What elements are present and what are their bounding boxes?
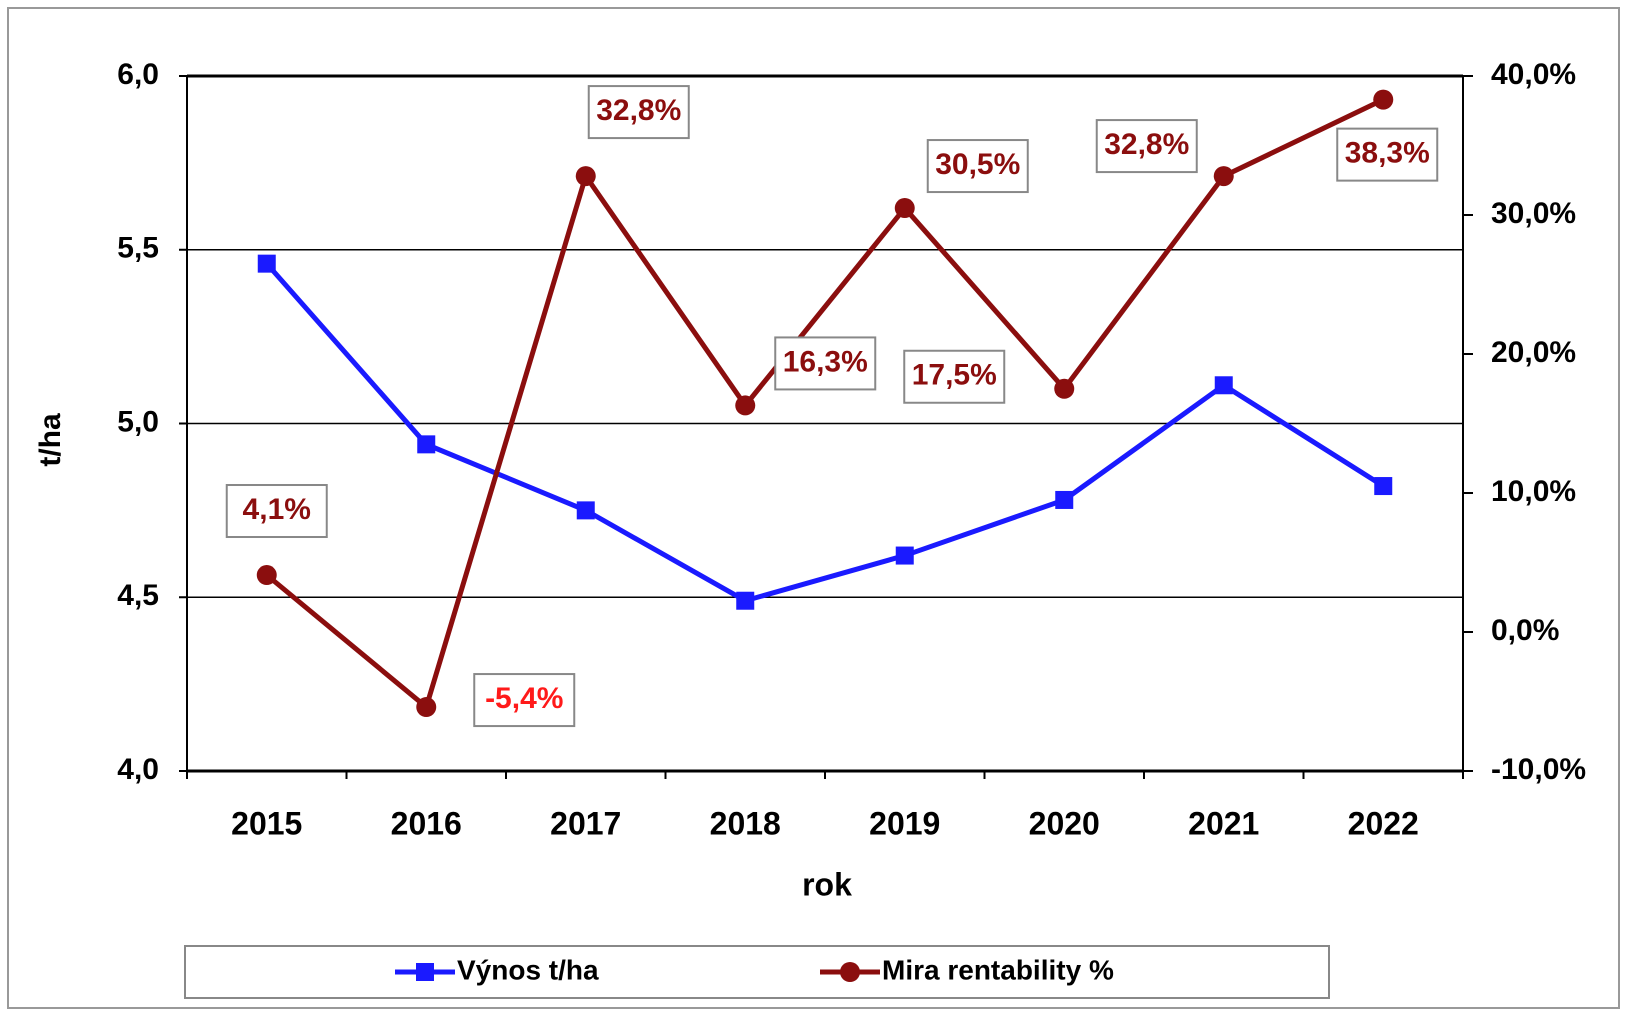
marker xyxy=(256,565,277,586)
data-label: -5,4% xyxy=(485,682,563,715)
data-label-box xyxy=(903,349,1006,404)
marker xyxy=(417,435,436,454)
marker xyxy=(576,501,595,520)
marker xyxy=(894,198,915,219)
y-axis-title: t/ha xyxy=(34,413,67,467)
data-label: 30,5% xyxy=(935,148,1020,181)
data-label-box xyxy=(473,673,576,728)
data-label: 32,8% xyxy=(596,94,681,127)
marker xyxy=(416,697,437,718)
marker xyxy=(1214,376,1233,395)
marker xyxy=(257,254,276,273)
y2-tick-label: 10,0% xyxy=(1491,475,1576,508)
y-tick-label: 6,0 xyxy=(117,58,159,91)
data-label-box xyxy=(774,336,877,391)
legend-marker xyxy=(416,963,434,981)
y-tick-label: 5,0 xyxy=(117,405,159,438)
series-line xyxy=(264,261,1385,604)
marker xyxy=(1054,378,1075,399)
legend-label: Výnos t/ha xyxy=(457,954,599,985)
legend-label: Mira rentability % xyxy=(882,954,1114,985)
y-tick-label: 5,5 xyxy=(117,232,159,265)
data-label-box xyxy=(587,85,690,140)
x-axis-title: rok xyxy=(802,866,852,902)
data-label: 32,8% xyxy=(1104,128,1189,161)
x-tick-label: 2016 xyxy=(391,805,462,841)
data-label-box xyxy=(926,139,1029,194)
marker xyxy=(735,395,756,416)
y2-tick-label: 0,0% xyxy=(1491,614,1559,647)
x-tick-label: 2017 xyxy=(550,805,621,841)
marker xyxy=(1213,166,1234,187)
x-tick-label: 2022 xyxy=(1348,805,1419,841)
y2-tick-label: 20,0% xyxy=(1491,336,1576,369)
y2-tick-label: 40,0% xyxy=(1491,58,1576,91)
x-tick-label: 2018 xyxy=(710,805,781,841)
data-label: 38,3% xyxy=(1345,137,1430,170)
y2-tick-label: 30,0% xyxy=(1491,197,1576,230)
legend-marker xyxy=(840,962,860,982)
y-tick-label: 4,0 xyxy=(117,753,159,786)
data-label: 17,5% xyxy=(912,359,997,392)
marker xyxy=(1374,477,1393,496)
x-tick-label: 2015 xyxy=(231,805,302,841)
y2-tick-label: -10,0% xyxy=(1491,753,1586,786)
x-tick-label: 2019 xyxy=(869,805,940,841)
marker xyxy=(736,591,755,610)
marker xyxy=(1373,89,1394,110)
marker xyxy=(1055,490,1074,509)
data-label: 4,1% xyxy=(243,493,311,526)
x-tick-label: 2021 xyxy=(1188,805,1259,841)
legend-box xyxy=(184,945,1330,999)
y-tick-label: 4,5 xyxy=(117,579,159,612)
data-label-box xyxy=(1336,127,1439,182)
series-line xyxy=(265,97,1385,712)
marker xyxy=(895,546,914,565)
data-label: 16,3% xyxy=(783,345,868,378)
x-tick-label: 2020 xyxy=(1029,805,1100,841)
data-label-box xyxy=(225,484,328,539)
marker xyxy=(575,166,596,187)
data-label-box xyxy=(1095,119,1198,174)
